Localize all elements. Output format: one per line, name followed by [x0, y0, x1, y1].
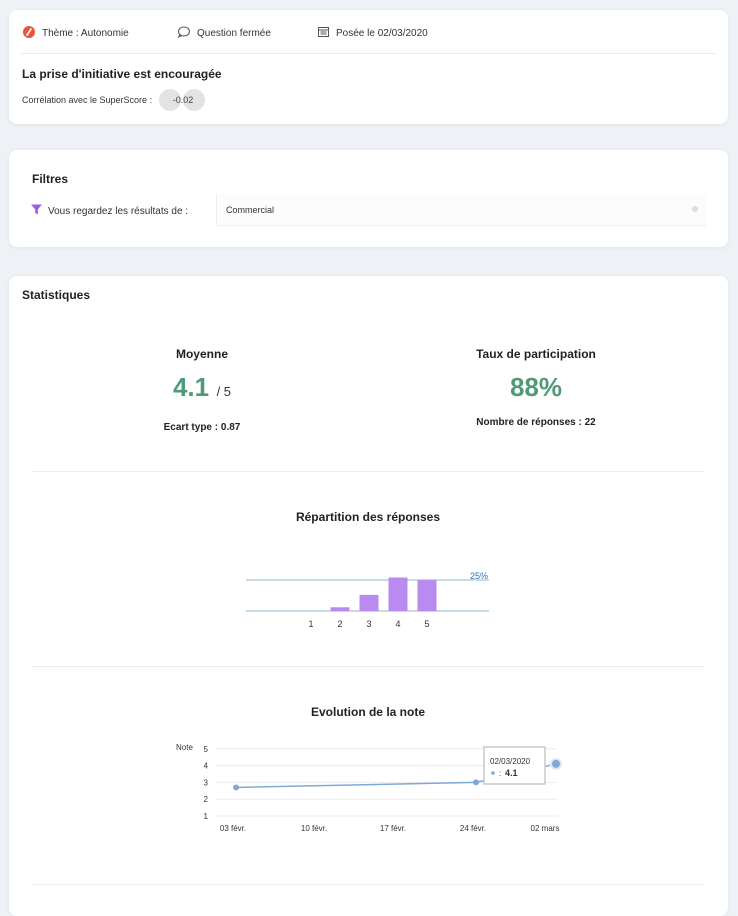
average-block: 4.1 / 5	[102, 372, 302, 403]
evolution-point-0[interactable]	[233, 784, 239, 791]
distribution-xtick-2: 2	[337, 619, 342, 629]
evolution-ylabel: Note	[176, 743, 193, 752]
evolution-xtick-0: 03 févr.	[220, 824, 246, 833]
evolution-chart: Note 5 4 3 2 1 03 févr. 10 févr. 17 févr. 24 fév…	[176, 743, 562, 833]
distribution-xtick-4: 4	[395, 619, 400, 629]
posted-date-label: Posée le 02/03/2020	[336, 27, 428, 39]
filters-title: Filtres	[32, 172, 69, 186]
stats-divider-1	[31, 471, 704, 472]
evolution-xtick-2: 17 févr.	[380, 824, 406, 833]
correlation-value: -0.02	[172, 95, 194, 105]
question-header-card: Thème : Autonomie Question fermée Posée …	[9, 10, 728, 124]
calendar-icon	[318, 26, 329, 40]
evolution-xtick-3: 24 févr.	[460, 824, 486, 833]
chevron-down-icon	[692, 206, 698, 212]
distribution-bar-2	[330, 607, 350, 611]
evolution-tooltip: 02/03/2020 : 4.1	[483, 746, 546, 785]
statistics-title: Statistiques	[22, 288, 91, 302]
evolution-xtick-1: 10 févr.	[301, 824, 327, 833]
distribution-bar-4	[388, 577, 408, 611]
question-title: La prise d'initiative est encouragée	[22, 67, 222, 81]
tooltip-date: 02/03/2020	[490, 757, 531, 766]
question-type-meta: Question fermée	[177, 26, 271, 41]
distribution-reference-label: 25%	[470, 571, 488, 581]
average-label: Moyenne	[175, 347, 228, 361]
posted-date-meta: Posée le 02/03/2020	[318, 26, 428, 40]
distribution-xtick-3: 3	[366, 619, 371, 629]
average-max: / 5	[216, 384, 232, 399]
filters-card: Filtres Vous regardez les résultats de :…	[9, 150, 728, 247]
distribution-xtick-1: 1	[308, 619, 313, 629]
theme-icon	[23, 26, 35, 41]
filter-select[interactable]: Commercial	[216, 194, 706, 226]
evolution-point-2[interactable]	[552, 759, 560, 768]
statistics-card: Statistiques Moyenne 4.1 / 5 Ecart type …	[9, 276, 728, 916]
responses-count: Nombre de réponses : 22	[476, 417, 596, 428]
header-divider	[21, 53, 716, 54]
participation-value: 88%	[509, 372, 563, 402]
tooltip-series-dot	[491, 771, 495, 775]
stats-divider-2	[31, 666, 704, 667]
speech-bubble-icon	[177, 26, 190, 41]
correlation-badge: -0.02	[159, 89, 207, 111]
participation-label: Taux de participation	[476, 347, 596, 361]
evolution-ytick-4: 4	[204, 762, 209, 771]
filter-row: Vous regardez les résultats de :	[31, 204, 188, 218]
evolution-xtick-4: 02 mars	[531, 824, 560, 833]
evolution-ytick-5: 5	[204, 745, 209, 754]
stats-divider-3	[31, 884, 704, 885]
evolution-title: Evolution de la note	[310, 705, 425, 719]
average-value: 4.1	[172, 372, 210, 402]
evolution-ytick-2: 2	[204, 795, 209, 804]
distribution-bar-3	[359, 594, 379, 611]
theme-label: Thème : Autonomie	[42, 28, 129, 39]
filter-selected-value: Commercial	[226, 205, 275, 215]
theme-meta: Thème : Autonomie	[23, 26, 129, 41]
correlation-label: Corrélation avec le SuperScore :	[22, 95, 153, 105]
evolution-ytick-3: 3	[204, 778, 209, 787]
filter-label: Vous regardez les résultats de :	[48, 205, 189, 217]
tooltip-value: 4.1	[505, 768, 518, 778]
question-type-label: Question fermée	[197, 28, 271, 39]
distribution-title: Répartition des réponses	[295, 510, 441, 524]
distribution-xtick-5: 5	[424, 619, 429, 629]
evolution-ytick-1: 1	[204, 812, 209, 821]
tooltip-prefix: :	[499, 769, 501, 778]
distribution-bar-5	[417, 580, 437, 611]
evolution-point-1[interactable]	[473, 779, 479, 786]
stddev-label: Ecart type : 0.87	[163, 422, 241, 433]
distribution-chart: 25% 1 2 3 4 5	[246, 571, 489, 629]
funnel-icon	[31, 204, 42, 218]
